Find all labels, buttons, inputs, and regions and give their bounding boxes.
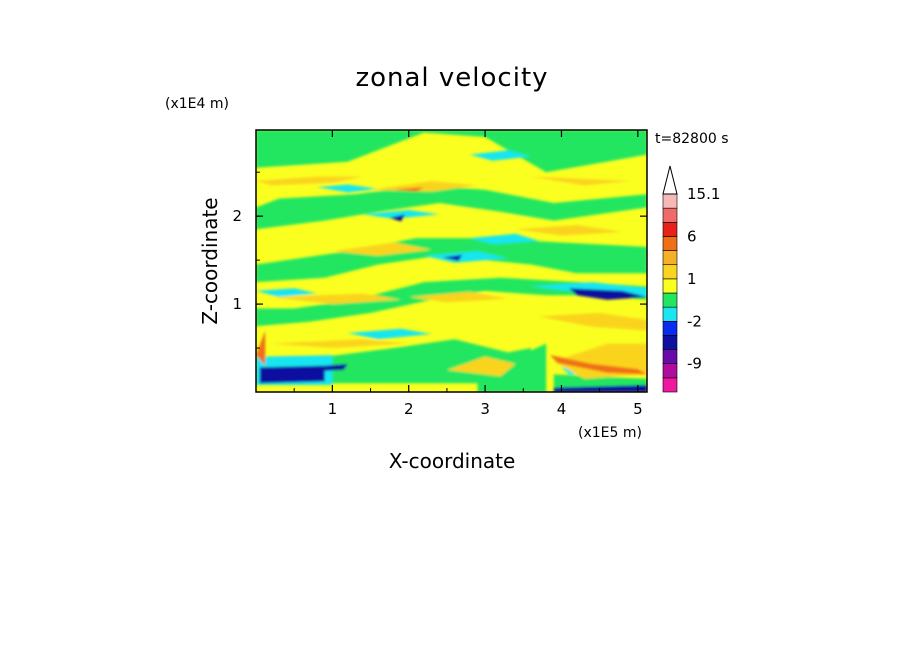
x-tick-label: 5 (633, 400, 643, 418)
contour-region-weak-negative (424, 251, 508, 263)
contour-region-positive (332, 242, 432, 256)
contour-region-strong-negative (389, 214, 405, 222)
contour-region-weak-negative (362, 210, 440, 219)
contour-region-near-zero (256, 277, 647, 327)
contour-region-positive (446, 356, 516, 377)
colorbar-segment (662, 377, 678, 393)
contour-region-weak-negative (469, 150, 531, 161)
colorbar-segment (662, 221, 678, 237)
contour-region-near-zero (256, 130, 647, 173)
contour-region-strong-positive (393, 187, 424, 192)
contour-region-weak-negative (347, 328, 432, 340)
x-axis: 1 2 3 4 5 (293, 130, 643, 418)
contour-region-strong-positive (550, 355, 647, 375)
colorbar-label: -2 (687, 312, 702, 330)
time-label: t=82800 s (655, 131, 729, 147)
velocity-field (256, 130, 647, 392)
x-unit-label: (x1E5 m) (578, 425, 642, 441)
x-tick-label: 2 (404, 400, 414, 418)
colorbar-label: 1 (687, 270, 697, 288)
colorbar-segment (662, 349, 678, 365)
colorbar-segment (662, 363, 678, 379)
colorbar-extend-arrow (662, 165, 678, 195)
contour-region-positive (515, 225, 623, 236)
y-unit-label: (x1E4 m) (165, 96, 229, 112)
x-tick-label: 3 (480, 400, 490, 418)
contour-region-positive (271, 339, 409, 348)
plot-frame (255, 129, 648, 393)
colorbar-segment (662, 207, 678, 223)
contour-region-near-zero (256, 238, 647, 283)
y-axis-title: Z-coordinate (198, 197, 222, 324)
colorbar-segment (662, 278, 678, 294)
x-axis-title: X-coordinate (389, 449, 516, 473)
colorbar-label: -9 (687, 355, 702, 373)
contour-region-weak-negative (469, 233, 539, 245)
contour-region-positive (408, 291, 508, 303)
y-tick-label: 1 (232, 295, 242, 313)
contour-region-positive (271, 293, 402, 305)
contour-region-strong-negative (569, 288, 647, 300)
colorbar-label: 15.1 (687, 185, 720, 203)
contour-region-strong-negative (443, 254, 463, 261)
y-axis: 12 (232, 171, 647, 349)
x-tick-label: 4 (557, 400, 567, 418)
contour-region-strong-negative (259, 365, 325, 384)
contour-region-near-zero (256, 185, 647, 230)
contour-region-weak-negative (317, 184, 379, 193)
colorbar-label: 6 (687, 227, 697, 245)
x-tick-label: 1 (328, 400, 338, 418)
colorbar-segment (662, 320, 678, 336)
chart-title: zonal velocity (355, 63, 548, 93)
contour-region-strong-positive (256, 330, 266, 366)
colorbar-segment (662, 193, 678, 209)
colorbar-segment (662, 264, 678, 280)
contour-region-strong-negative (553, 385, 647, 392)
colorbar: 15.1 6 1 -2 -9 (662, 165, 720, 393)
contour-region-positive (256, 176, 363, 186)
colorbar-segment (662, 236, 678, 251)
contour-region-strong-negative (324, 363, 348, 371)
contour-region-near-zero (477, 343, 547, 392)
contour-region-positive (530, 176, 631, 186)
colorbar-segment (662, 335, 678, 350)
colorbar-segment (662, 306, 678, 322)
contour-region-positive (370, 181, 478, 192)
colorbar-segment (662, 292, 678, 308)
y-tick-label: 2 (232, 207, 242, 225)
colorbar-segment (662, 250, 678, 266)
contour-region-positive (538, 312, 647, 331)
contour-region-weak-negative (256, 288, 318, 297)
